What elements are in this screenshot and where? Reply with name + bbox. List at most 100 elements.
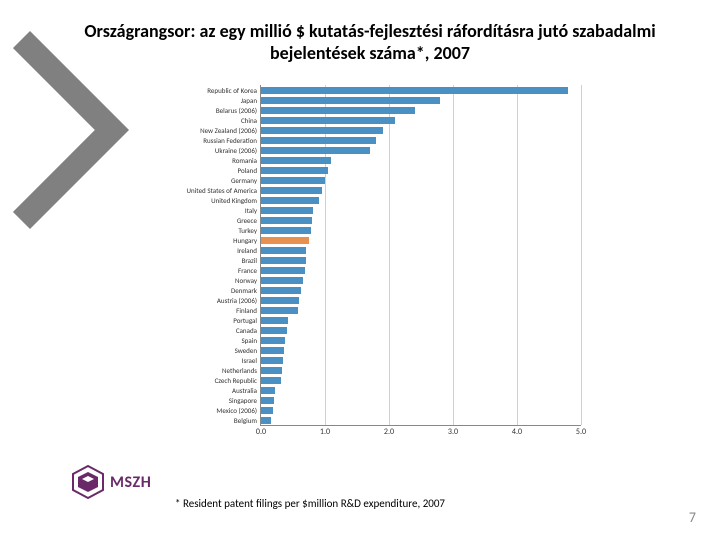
bar-row: Greece — [261, 216, 312, 225]
bar — [261, 367, 282, 374]
bar-label: Ireland — [151, 246, 257, 255]
bar — [261, 327, 287, 334]
logo-text: MSZH — [110, 473, 151, 492]
bar-label: Denmark — [151, 286, 257, 295]
bar — [261, 317, 288, 324]
gridline — [517, 85, 518, 425]
bar-label: Japan — [151, 96, 257, 105]
bar-row: Netherlands — [261, 366, 282, 375]
bar — [261, 277, 303, 284]
bar-row: Poland — [261, 166, 328, 175]
page-number: 7 — [689, 509, 696, 526]
bar — [261, 417, 271, 424]
bar-row: Belgium — [261, 416, 271, 425]
bar-row: Russian Federation — [261, 136, 376, 145]
bar — [261, 387, 275, 394]
bar-label: Canada — [151, 326, 257, 335]
bar — [261, 177, 325, 184]
bar-row: Hungary — [261, 236, 309, 245]
bar — [261, 107, 415, 114]
bar — [261, 117, 395, 124]
bar — [261, 217, 312, 224]
bar — [261, 247, 306, 254]
bar-label: China — [151, 116, 257, 125]
gridline — [389, 85, 390, 425]
bar-label: Germany — [151, 176, 257, 185]
bar-label: United States of America — [151, 186, 257, 195]
bar — [261, 227, 311, 234]
bar — [261, 257, 306, 264]
bar — [261, 407, 273, 414]
bar — [261, 347, 284, 354]
logo-icon — [70, 464, 106, 500]
bar-label: Turkey — [151, 226, 257, 235]
bar — [261, 197, 319, 204]
bar-row: Italy — [261, 206, 313, 215]
gridline — [453, 85, 454, 425]
bar-label: New Zealand (2006) — [151, 126, 257, 135]
bar-row: United Kingdom — [261, 196, 319, 205]
bar-row: Sweden — [261, 346, 284, 355]
bar-label: Mexico (2006) — [151, 406, 257, 415]
bar — [261, 97, 440, 104]
bar — [261, 267, 305, 274]
bar — [261, 237, 309, 244]
slide-title: Országrangsor: az egy millió $ kutatás-f… — [80, 20, 660, 64]
bar — [261, 167, 328, 174]
bar-row: Romania — [261, 156, 331, 165]
bar-row: Japan — [261, 96, 440, 105]
chart-plot: 0.01.02.03.04.05.0Republic of KoreaJapan… — [260, 85, 581, 426]
bar-label: Spain — [151, 336, 257, 345]
bar-row: Ukraine (2006) — [261, 146, 370, 155]
bar-row: China — [261, 116, 395, 125]
bar-label: Republic of Korea — [151, 86, 257, 95]
bar-label: Finland — [151, 306, 257, 315]
bar-label: Hungary — [151, 236, 257, 245]
bar-row: Norway — [261, 276, 303, 285]
bar-label: Singapore — [151, 396, 257, 405]
bar-row: Canada — [261, 326, 287, 335]
bar-row: Brazil — [261, 256, 306, 265]
bar-row: Czech Republic — [261, 376, 281, 385]
bar-row: Israel — [261, 356, 283, 365]
bar — [261, 207, 313, 214]
xtick-label: 4.0 — [512, 427, 522, 437]
bar — [261, 137, 376, 144]
chart: 0.01.02.03.04.05.0Republic of KoreaJapan… — [150, 80, 600, 460]
bar-row: Australia — [261, 386, 275, 395]
bar-label: Austria (2006) — [151, 296, 257, 305]
xtick-label: 0.0 — [256, 427, 266, 437]
bar-label: Australia — [151, 386, 257, 395]
bar-row: Belarus (2006) — [261, 106, 415, 115]
bar-row: Austria (2006) — [261, 296, 299, 305]
bar-label: Netherlands — [151, 366, 257, 375]
bar-row: Singapore — [261, 396, 274, 405]
logo: MSZH — [70, 464, 151, 500]
bar-label: Israel — [151, 356, 257, 365]
bar — [261, 297, 299, 304]
bar-row: Spain — [261, 336, 285, 345]
bar-label: Czech Republic — [151, 376, 257, 385]
bar-row: United States of America — [261, 186, 322, 195]
bar — [261, 287, 301, 294]
bar-label: Russian Federation — [151, 136, 257, 145]
bar-label: Ukraine (2006) — [151, 146, 257, 155]
bar — [261, 147, 370, 154]
bar-row: Mexico (2006) — [261, 406, 273, 415]
bar-label: Belgium — [151, 416, 257, 425]
bar-label: Norway — [151, 276, 257, 285]
bar — [261, 187, 322, 194]
bar-row: Republic of Korea — [261, 86, 568, 95]
bar — [261, 307, 298, 314]
bar — [261, 157, 331, 164]
bar — [261, 337, 285, 344]
bar-row: France — [261, 266, 305, 275]
gridline — [581, 85, 582, 425]
bar-label: Greece — [151, 216, 257, 225]
footnote: * Resident patent filings per $million R… — [175, 497, 445, 510]
bar-row: Denmark — [261, 286, 301, 295]
bar-label: Portugal — [151, 316, 257, 325]
xtick-label: 1.0 — [320, 427, 330, 437]
xtick-label: 5.0 — [576, 427, 586, 437]
bar-label: United Kingdom — [151, 196, 257, 205]
